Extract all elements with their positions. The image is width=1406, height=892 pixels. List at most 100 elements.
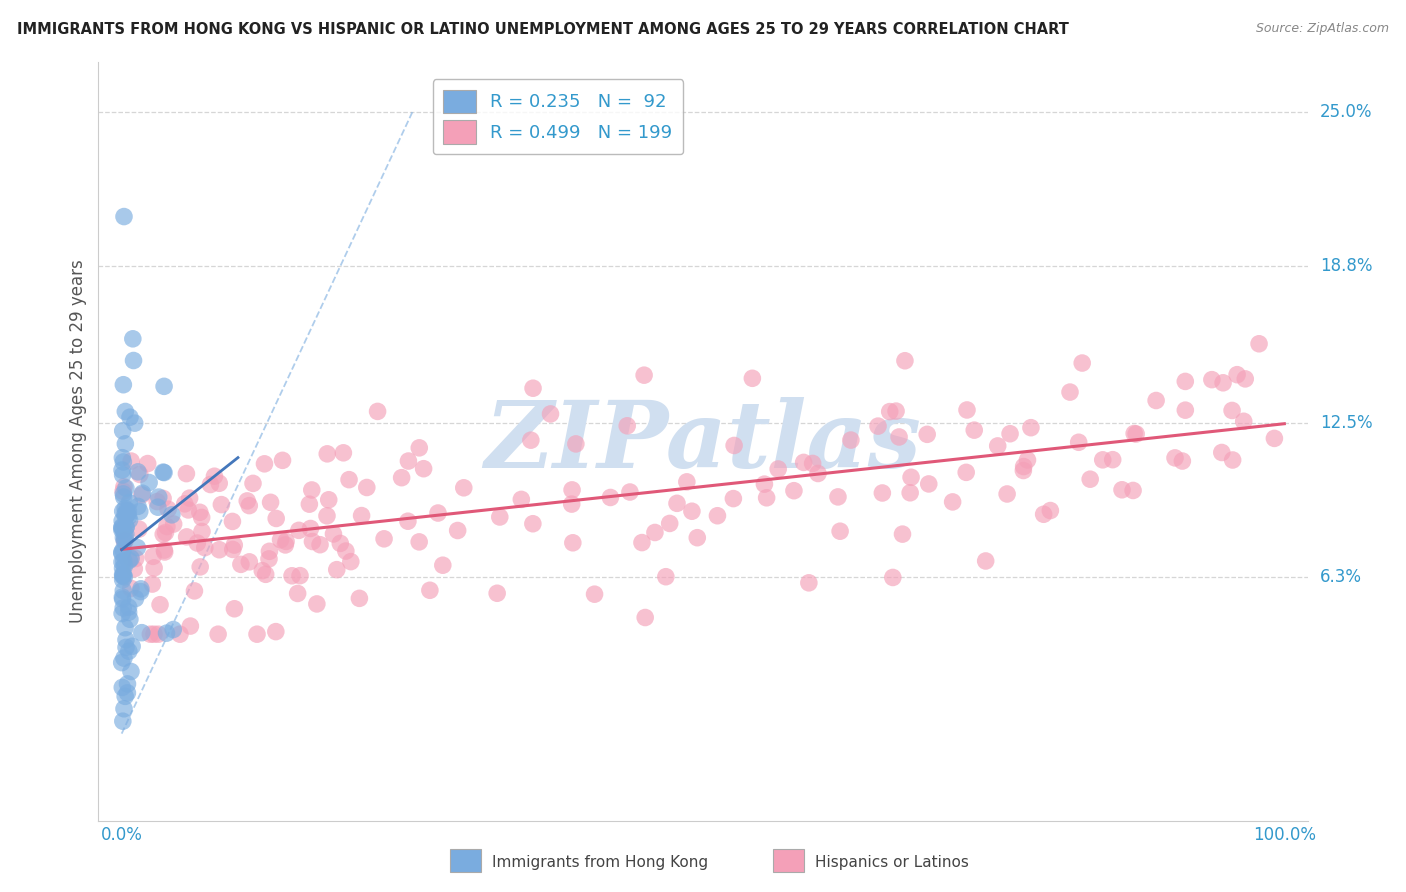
Point: [177, 503, 200, 517]
Point: [963, 423, 986, 437]
Point: [120, 582, 142, 596]
Point: [131, 488, 153, 502]
Point: [898, 485, 921, 500]
Point: [115, 527, 138, 541]
Point: [797, 575, 820, 590]
Point: [120, 665, 142, 679]
Point: [169, 627, 191, 641]
Point: [118, 612, 141, 626]
Point: [1012, 459, 1035, 474]
Point: [194, 541, 217, 555]
Point: [270, 533, 292, 547]
Point: [142, 549, 165, 564]
Point: [583, 587, 606, 601]
Point: [111, 561, 134, 575]
Text: IMMIGRANTS FROM HONG KONG VS HISPANIC OR LATINO UNEMPLOYMENT AMONG AGES 25 TO 29: IMMIGRANTS FROM HONG KONG VS HISPANIC OR…: [17, 22, 1069, 37]
Point: [153, 545, 176, 559]
Point: [246, 627, 269, 641]
Point: [115, 504, 138, 518]
Point: [148, 627, 170, 641]
Point: [162, 623, 184, 637]
Point: [112, 601, 135, 615]
Point: [915, 427, 938, 442]
Point: [118, 410, 141, 425]
Point: [117, 509, 139, 524]
Point: [956, 403, 979, 417]
Point: [793, 455, 815, 469]
Point: [634, 610, 657, 624]
Point: [264, 511, 287, 525]
Point: [114, 532, 136, 546]
Point: [111, 514, 134, 528]
Point: [955, 466, 977, 480]
Point: [1125, 427, 1147, 442]
Point: [111, 656, 134, 670]
Point: [987, 439, 1010, 453]
Point: [120, 454, 142, 468]
Point: [127, 541, 149, 555]
Point: [298, 497, 321, 511]
Point: [807, 467, 830, 481]
Point: [112, 651, 135, 665]
Point: [1174, 375, 1197, 389]
Point: [188, 505, 211, 519]
Point: [1101, 452, 1123, 467]
Point: [111, 521, 134, 535]
Point: [741, 371, 763, 385]
Point: [974, 554, 997, 568]
Point: [783, 483, 806, 498]
Point: [1171, 454, 1194, 468]
Point: [114, 437, 136, 451]
Point: [274, 534, 297, 549]
Point: [114, 404, 136, 418]
Point: [114, 534, 136, 549]
Point: [1091, 453, 1114, 467]
Point: [1220, 403, 1243, 417]
Point: [121, 640, 143, 654]
Point: [356, 481, 378, 495]
Point: [111, 569, 134, 583]
Point: [127, 500, 149, 514]
Point: [111, 592, 134, 607]
Point: [224, 601, 246, 615]
Point: [706, 508, 728, 523]
Point: [918, 477, 941, 491]
Point: [208, 542, 231, 557]
Point: [561, 497, 583, 511]
Point: [301, 483, 323, 497]
Point: [412, 461, 434, 475]
Point: [655, 570, 678, 584]
Point: [488, 510, 510, 524]
Point: [114, 533, 136, 548]
Point: [373, 532, 395, 546]
Point: [179, 491, 201, 505]
Point: [115, 481, 138, 495]
Point: [299, 521, 322, 535]
Point: [111, 607, 134, 621]
Point: [565, 437, 588, 451]
Point: [995, 487, 1018, 501]
Point: [111, 424, 134, 438]
Point: [301, 534, 323, 549]
Point: [316, 508, 339, 523]
Point: [238, 555, 260, 569]
Point: [153, 466, 176, 480]
Point: [408, 441, 430, 455]
Point: [111, 567, 134, 582]
Point: [127, 465, 149, 479]
Point: [396, 514, 419, 528]
Point: [173, 497, 195, 511]
Point: [118, 513, 141, 527]
Point: [337, 473, 360, 487]
Point: [124, 416, 146, 430]
Point: [111, 573, 134, 587]
Point: [112, 533, 135, 548]
Point: [112, 480, 135, 494]
Point: [222, 542, 245, 557]
Point: [115, 508, 138, 522]
Point: [157, 502, 180, 516]
Text: 18.8%: 18.8%: [1320, 257, 1372, 276]
Point: [111, 546, 134, 560]
Point: [827, 490, 849, 504]
Point: [112, 583, 135, 598]
